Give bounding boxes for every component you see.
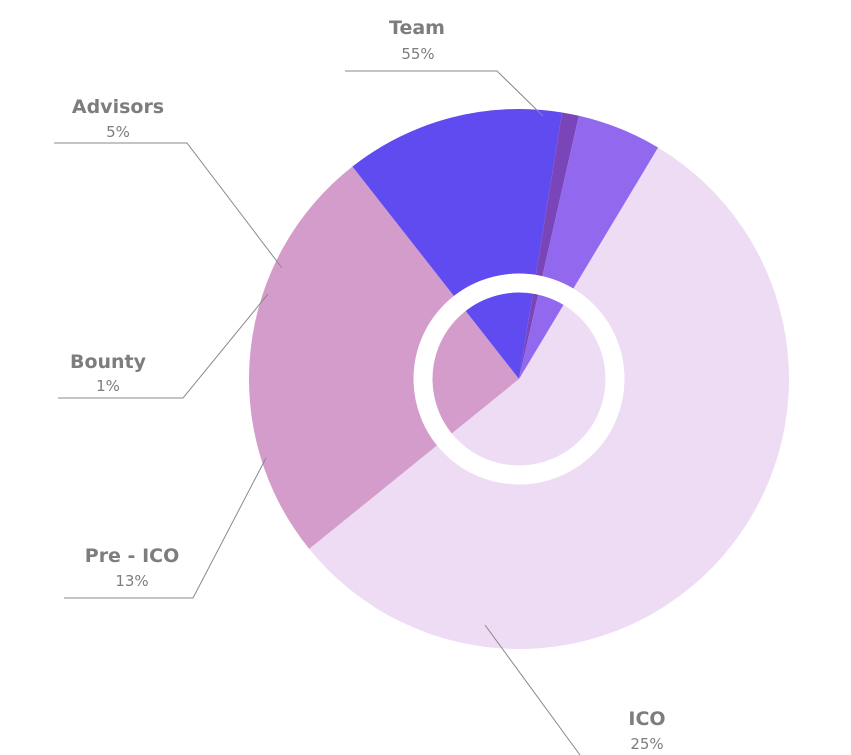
leader-line-pre-ico: [64, 457, 267, 599]
slice-value-ico: 25%: [630, 735, 663, 753]
pie-slice-bounty: [519, 112, 579, 380]
leader-line-bounty: [58, 293, 269, 399]
pie-slices: [248, 109, 789, 649]
slice-label-advisors: Advisors: [72, 96, 164, 118]
label-ico: ICO 25%: [628, 708, 665, 753]
leader-line-ico: [484, 624, 581, 755]
slice-label-bounty: Bounty: [70, 351, 147, 373]
label-advisors: Advisors 5%: [72, 96, 164, 141]
center-ring-circle: [413, 273, 625, 485]
label-bounty: Bounty 1%: [70, 351, 147, 395]
pie-slice-team: [309, 147, 789, 649]
pie-slice-advisors: [519, 115, 659, 379]
slice-value-advisors: 5%: [106, 123, 130, 141]
center-ring: [413, 273, 625, 485]
label-team: Team 55%: [389, 17, 445, 63]
leader-line-team: [345, 70, 544, 117]
label-pre-ico: Pre - ICO 13%: [85, 545, 179, 590]
slice-value-bounty: 1%: [96, 377, 120, 395]
leader-line-advisors: [54, 142, 283, 269]
leader-lines: [54, 70, 581, 755]
slice-value-pre-ico: 13%: [115, 572, 148, 590]
slice-label-team: Team: [389, 17, 445, 39]
slice-label-ico: ICO: [628, 708, 665, 730]
pie-slice-ico: [248, 166, 520, 549]
pie-slice-pre-ico: [352, 109, 563, 379]
slice-label-pre-ico: Pre - ICO: [85, 545, 179, 567]
slice-value-team: 55%: [401, 45, 434, 63]
